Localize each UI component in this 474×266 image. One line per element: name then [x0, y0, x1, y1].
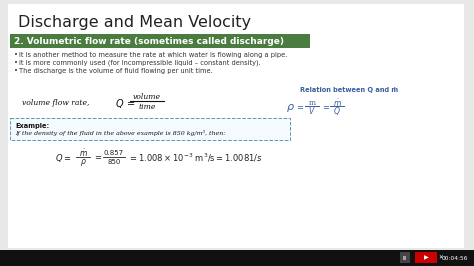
Text: volume: volume	[133, 93, 161, 101]
Text: $\rho$: $\rho$	[80, 156, 86, 168]
Text: $\rho$: $\rho$	[285, 102, 294, 114]
Bar	[400, 252, 410, 263]
Bar	[10, 34, 310, 48]
Text: =: =	[322, 103, 329, 113]
Text: It is another method to measure the rate at which water is flowing along a pipe.: It is another method to measure the rate…	[19, 52, 287, 58]
Text: $\dot{m}$: $\dot{m}$	[79, 147, 88, 159]
Text: =: =	[296, 103, 303, 113]
Text: ▶: ▶	[424, 256, 428, 260]
Text: m: m	[309, 99, 316, 107]
Text: Relation between Q and ṁ: Relation between Q and ṁ	[300, 87, 398, 93]
Text: $Q\,=$: $Q\,=$	[115, 97, 135, 110]
Text: 0.857: 0.857	[104, 150, 124, 156]
Text: It is more commonly used (for incompressible liquid – constant density).: It is more commonly used (for incompress…	[19, 60, 261, 66]
Text: $Q$: $Q$	[333, 105, 341, 117]
Text: 850: 850	[107, 159, 121, 165]
Text: $\dot{m}$: $\dot{m}$	[333, 97, 341, 109]
Text: volume flow rate,: volume flow rate,	[22, 99, 90, 107]
Text: •: •	[14, 52, 18, 58]
Text: •: •	[14, 68, 18, 74]
FancyBboxPatch shape	[10, 118, 290, 140]
Text: =: =	[94, 153, 101, 163]
Text: II: II	[403, 256, 407, 260]
Text: $V$: $V$	[308, 106, 316, 117]
Text: $Q = $: $Q = $	[55, 152, 72, 164]
Bar	[0, 250, 474, 266]
Text: •: •	[14, 60, 18, 66]
Text: 00:04:56: 00:04:56	[442, 256, 468, 260]
Bar	[415, 252, 437, 263]
Text: ✕: ✕	[439, 256, 443, 260]
Text: The discharge is the volume of fluid flowing per unit time.: The discharge is the volume of fluid flo…	[19, 68, 213, 74]
Text: $= 1.008\times10^{-3}\ \mathrm{m^3/s} = 1.0081/s$: $= 1.008\times10^{-3}\ \mathrm{m^3/s} = …	[128, 152, 263, 164]
Text: Example:: Example:	[15, 123, 49, 129]
Text: Discharge and Mean Velocity: Discharge and Mean Velocity	[18, 15, 251, 30]
Text: 2. Volumetric flow rate (sometimes called discharge): 2. Volumetric flow rate (sometimes calle…	[14, 36, 284, 45]
Text: If the density of the fluid in the above example is 850 kg/m³, then:: If the density of the fluid in the above…	[15, 130, 225, 136]
Text: time: time	[138, 103, 155, 111]
